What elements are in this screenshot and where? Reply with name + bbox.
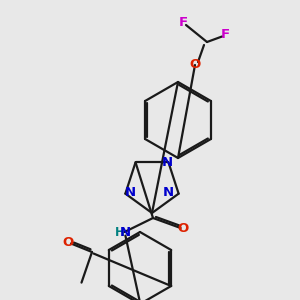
Text: N: N	[124, 185, 136, 199]
Text: F: F	[220, 28, 230, 41]
Text: H: H	[115, 226, 125, 238]
Text: F: F	[178, 16, 188, 28]
Text: O: O	[189, 58, 201, 71]
Text: O: O	[177, 221, 189, 235]
Text: O: O	[62, 236, 74, 248]
Text: N: N	[120, 226, 131, 238]
Text: N: N	[162, 185, 174, 199]
Text: N: N	[161, 157, 172, 169]
